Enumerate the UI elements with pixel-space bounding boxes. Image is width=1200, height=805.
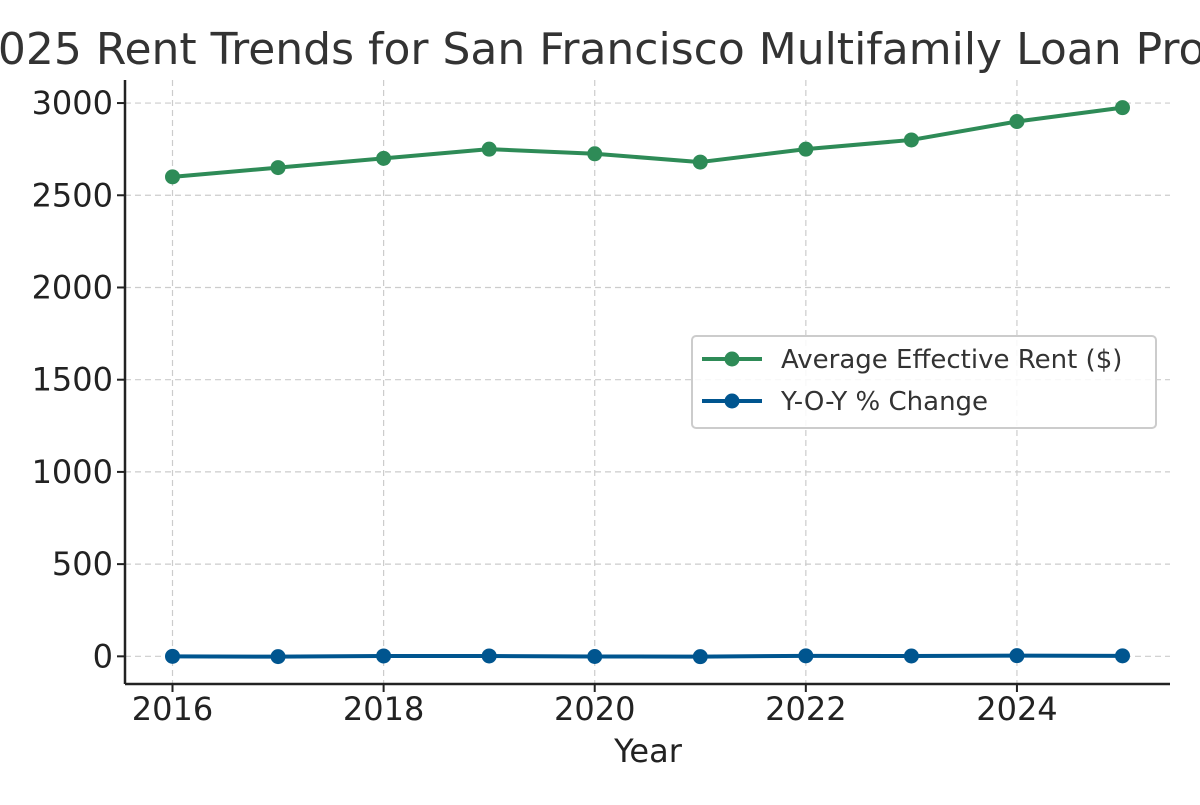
data-point	[1009, 648, 1025, 664]
data-point	[481, 141, 497, 157]
data-point	[1115, 100, 1130, 116]
y-tick-label: 3000	[32, 84, 113, 122]
data-point	[165, 648, 180, 664]
legend-item: Average Effective Rent ($)	[702, 345, 1122, 375]
data-point	[692, 649, 708, 665]
data-point	[903, 648, 919, 664]
x-tick-label: 2022	[765, 690, 846, 728]
axes	[123, 80, 1170, 686]
data-point	[481, 648, 497, 664]
y-tick-label: 500	[52, 545, 113, 583]
legend-marker	[724, 351, 740, 367]
data-point	[1115, 648, 1130, 664]
y-tick-label: 1000	[32, 453, 113, 491]
x-axis-label: Year	[613, 732, 683, 770]
x-tick-label: 2018	[343, 690, 424, 728]
series-layer	[165, 100, 1130, 665]
data-point	[903, 132, 919, 148]
legend-item: Y-O-Y % Change	[702, 387, 988, 417]
chart-title: 2016-2025 Rent Trends for San Francisco …	[0, 24, 1200, 75]
legend-marker	[724, 393, 740, 409]
y-tick-label: 0	[93, 637, 113, 675]
data-point	[270, 160, 286, 176]
data-point	[798, 141, 814, 157]
x-tick-label: 2020	[554, 690, 635, 728]
data-point	[270, 649, 286, 665]
series-line	[170, 105, 1125, 179]
series-line	[170, 653, 1125, 659]
data-point	[587, 649, 603, 665]
legend: Average Effective Rent ($) Y-O-Y % Change	[691, 335, 1157, 429]
x-tick-label: 2024	[976, 690, 1057, 728]
data-point	[165, 169, 180, 185]
data-point	[376, 648, 392, 664]
legend-box	[691, 335, 1157, 429]
y-tick-label: 2500	[32, 176, 113, 214]
data-point	[692, 154, 708, 170]
series-2	[165, 648, 1130, 665]
series-1	[165, 100, 1130, 185]
data-point	[376, 150, 392, 166]
legend-label: Average Effective Rent ($)	[781, 345, 1122, 375]
y-tick-label: 2000	[32, 268, 113, 306]
x-ticks: 2016 2018 2020 2022 2024	[132, 684, 1058, 728]
x-tick-label: 2016	[132, 690, 213, 728]
data-point	[798, 648, 814, 664]
y-tick-label: 1500	[32, 361, 113, 399]
y-ticks: 0 500 1000 1500 2000 2500 3000	[32, 84, 125, 675]
data-point	[587, 146, 603, 162]
legend-label: Y-O-Y % Change	[780, 387, 988, 417]
data-point	[1009, 113, 1025, 129]
